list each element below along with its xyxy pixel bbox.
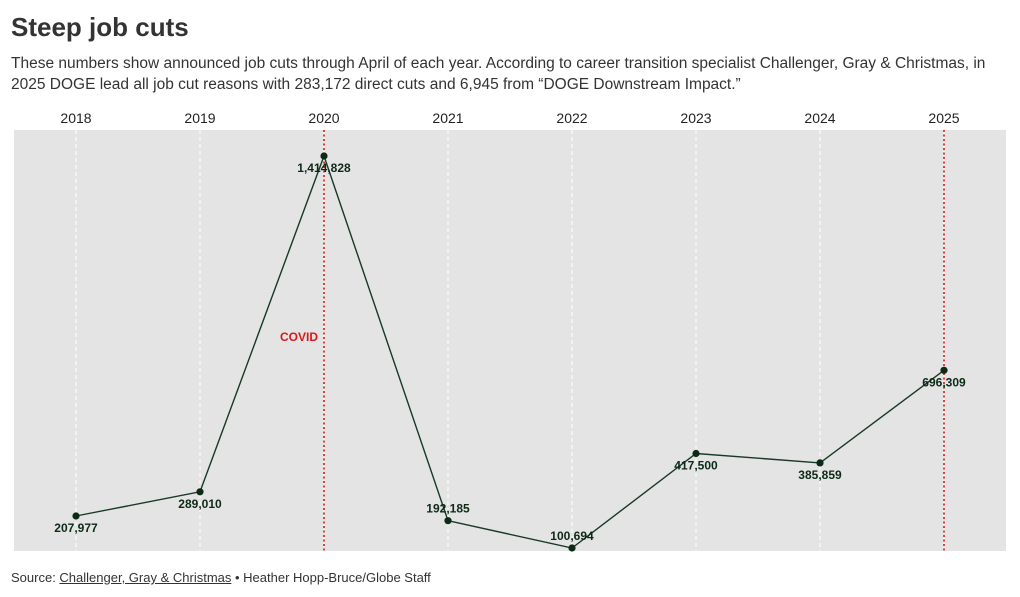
x-tick-label-2019: 2019 (184, 110, 215, 126)
line-chart: COVID 2018 2019 2020 2021 2022 2023 2024 2025 2… (0, 0, 1020, 597)
data-point-2021 (444, 517, 451, 524)
x-tick-label-2018: 2018 (60, 110, 91, 126)
data-label-2025: 696,309 (922, 375, 966, 389)
data-point-2022 (568, 544, 575, 551)
data-point-2020 (320, 152, 327, 159)
x-tick-label-2024: 2024 (804, 110, 835, 126)
data-label-2024: 385,859 (798, 468, 842, 482)
annotation-label-covid: COVID (280, 330, 318, 344)
source-footer: Source: Challenger, Gray & Christmas • H… (11, 570, 431, 585)
data-label-2021: 192,185 (426, 502, 470, 516)
data-point-2023 (692, 450, 699, 457)
source-link[interactable]: Challenger, Gray & Christmas (59, 570, 231, 585)
x-tick-label-2025: 2025 (928, 110, 959, 126)
data-label-2018: 207,977 (54, 521, 98, 535)
credit-text: • Heather Hopp-Bruce/Globe Staff (231, 570, 430, 585)
data-label-2019: 289,010 (178, 497, 222, 511)
data-label-2023: 417,500 (674, 459, 718, 473)
plot-background (14, 130, 1006, 551)
data-point-2018 (72, 512, 79, 519)
data-point-2019 (196, 488, 203, 495)
x-tick-label-2020: 2020 (308, 110, 339, 126)
x-tick-label-2022: 2022 (556, 110, 587, 126)
x-tick-label-2023: 2023 (680, 110, 711, 126)
data-label-2022: 100,694 (550, 529, 594, 543)
data-point-2025 (940, 367, 947, 374)
x-tick-label-2021: 2021 (432, 110, 463, 126)
source-label: Source: (11, 570, 59, 585)
x-axis: 2018 2019 2020 2021 2022 2023 2024 2025 (60, 110, 959, 126)
data-label-2020: 1,414,828 (297, 161, 351, 175)
data-point-2024 (816, 459, 823, 466)
